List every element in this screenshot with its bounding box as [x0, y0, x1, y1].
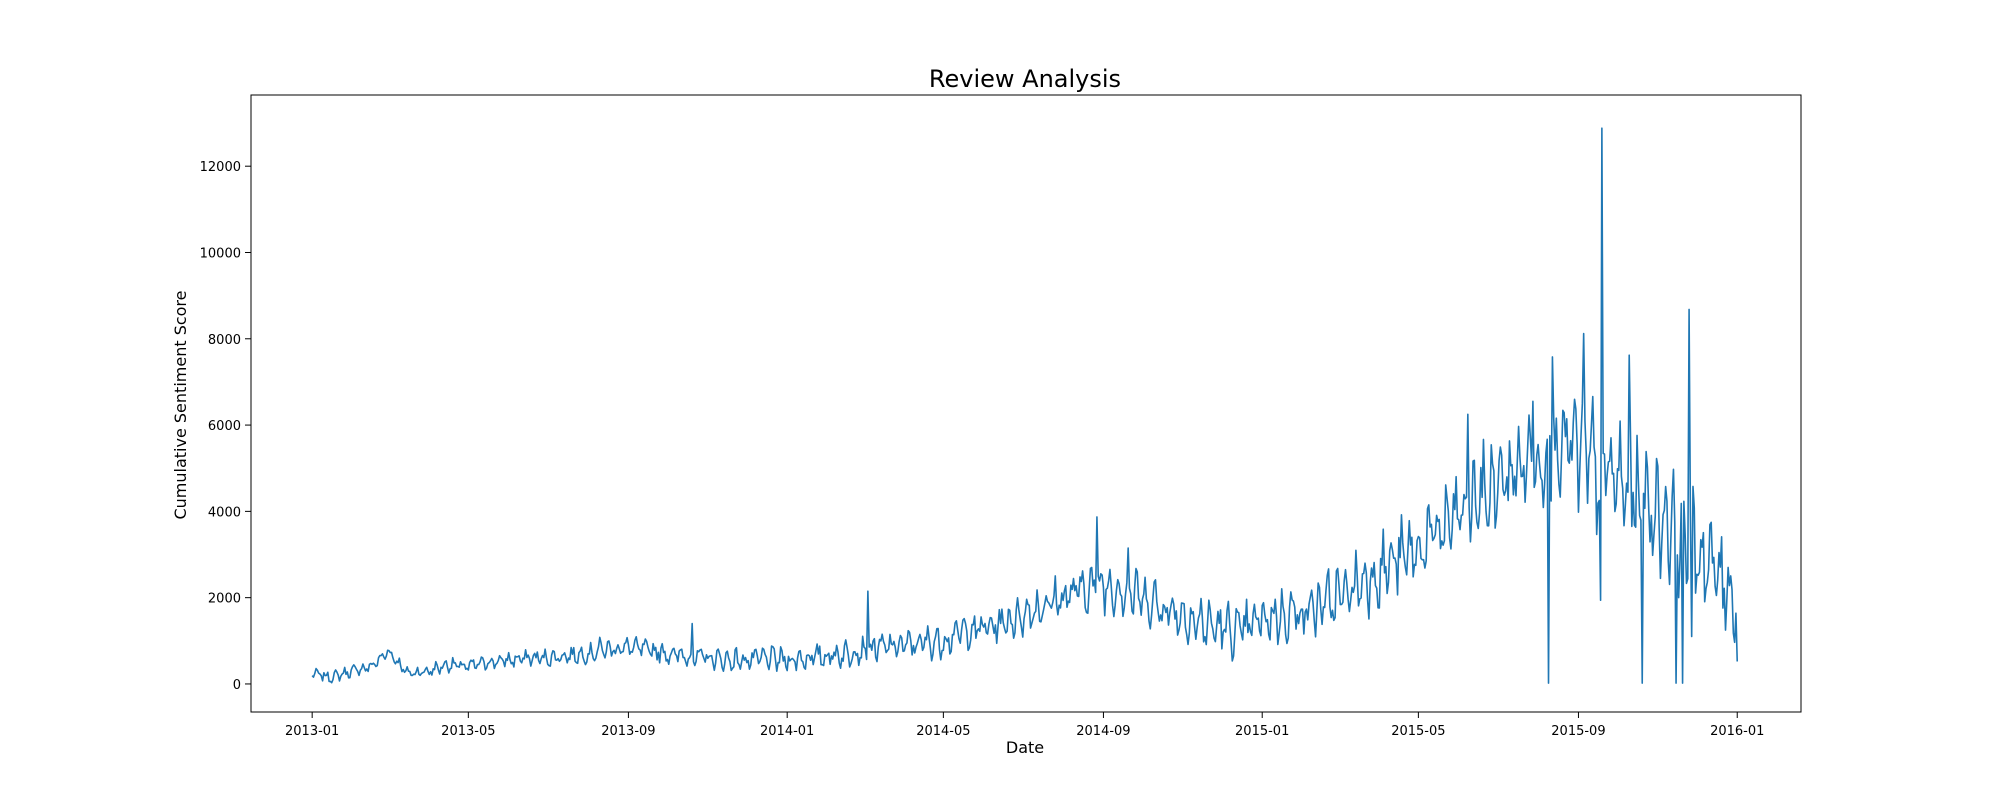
x-tick-label: 2014-09	[1076, 724, 1130, 739]
series-line	[311, 127, 1739, 684]
x-tick-label: 2016-01	[1710, 724, 1764, 739]
plot-frame	[250, 94, 1802, 713]
x-tick-label: 2015-01	[1235, 724, 1289, 739]
plot-area	[311, 127, 1739, 684]
x-tick-label: 2014-01	[760, 724, 814, 739]
x-tick-label: 2013-09	[601, 724, 655, 739]
x-tick-label: 2015-05	[1391, 724, 1445, 739]
y-tick-label: 8000	[208, 333, 241, 348]
y-tick-label: 10000	[200, 246, 241, 261]
y-axis: 0 2000 4000 6000 8000 10000 12000	[200, 160, 251, 693]
y-tick-label: 2000	[208, 592, 241, 607]
x-axis: 2013-01 2013-05 2013-09 2014-01 2014-05 2014-…	[285, 712, 1764, 739]
y-tick-label: 0	[233, 678, 241, 693]
x-tick-label: 2015-09	[1551, 724, 1605, 739]
x-tick-label: 2014-05	[916, 724, 970, 739]
y-tick-label: 6000	[208, 419, 241, 434]
x-tick-label: 2013-05	[441, 724, 495, 739]
x-axis-label: Date	[1006, 738, 1044, 757]
x-tick-label: 2013-01	[285, 724, 339, 739]
y-tick-label: 12000	[200, 160, 241, 175]
y-tick-label: 4000	[208, 505, 241, 520]
chart-title: Review Analysis	[929, 65, 1121, 93]
y-axis-label: Cumulative Sentiment Score	[171, 290, 190, 519]
